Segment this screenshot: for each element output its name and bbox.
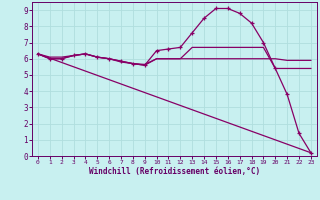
- X-axis label: Windchill (Refroidissement éolien,°C): Windchill (Refroidissement éolien,°C): [89, 167, 260, 176]
